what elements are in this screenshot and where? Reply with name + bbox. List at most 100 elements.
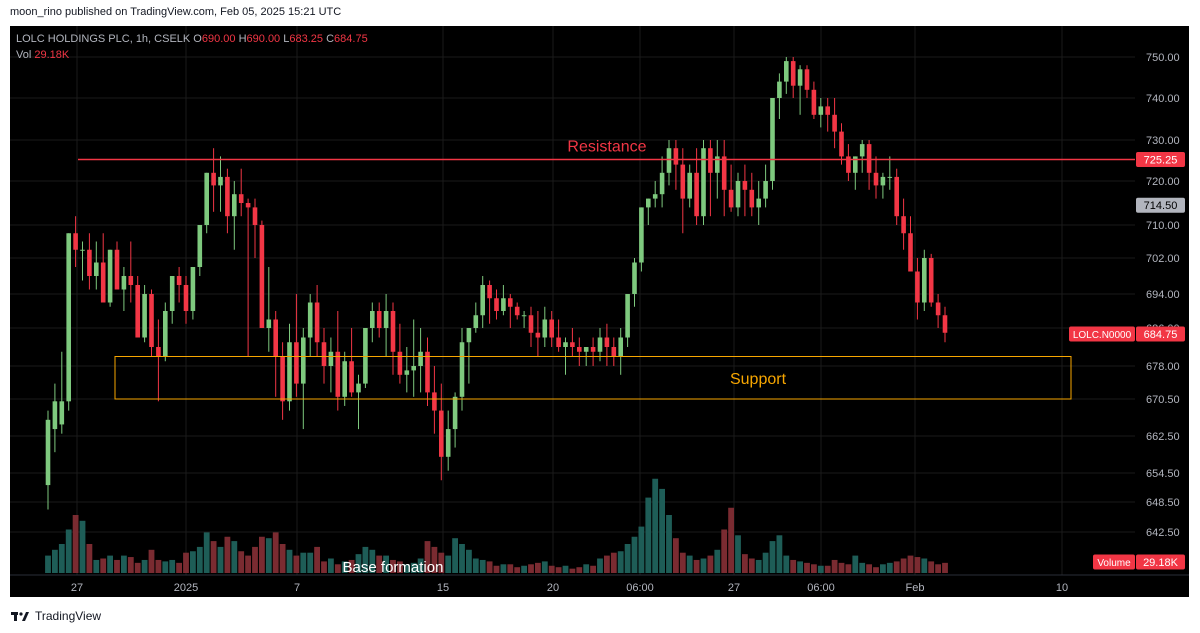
candle-body — [908, 233, 913, 272]
volume-bar — [259, 536, 265, 573]
candle-body — [335, 351, 341, 397]
volume-bar — [203, 532, 210, 573]
volume-bar — [293, 555, 300, 573]
volume-bar — [907, 555, 914, 573]
volume-badge-bg — [1136, 554, 1185, 570]
volume-bar — [334, 564, 341, 573]
candle-body — [135, 285, 140, 338]
candle-body — [473, 315, 479, 328]
candle-body — [94, 262, 99, 276]
volume-bar — [590, 565, 596, 573]
footer-brand[interactable]: TradingView — [10, 609, 101, 623]
volume-bar — [114, 559, 120, 573]
candle-body — [100, 262, 106, 303]
price-badge-bg — [1136, 326, 1185, 342]
candle-body — [659, 172, 665, 195]
candle-body — [128, 276, 134, 285]
volume-bar — [362, 546, 369, 573]
close-value: 684.75 — [334, 33, 368, 45]
volume-bar — [272, 532, 279, 573]
volume-bar — [300, 552, 307, 573]
support-zone — [114, 356, 1072, 400]
volume-bar — [321, 561, 327, 573]
volume-bar — [65, 529, 72, 573]
candle-body — [183, 285, 189, 311]
candle-body — [652, 194, 658, 199]
candle-body — [873, 172, 879, 186]
volume-bar — [942, 562, 948, 573]
volume-bar — [845, 564, 852, 573]
candle-body — [694, 172, 699, 217]
volume-bar — [72, 515, 79, 573]
candle-body — [73, 233, 78, 250]
candle-body — [818, 106, 824, 115]
candle-body — [301, 337, 306, 384]
candle-body — [245, 203, 251, 208]
volume-bar — [659, 488, 665, 573]
candle-body — [563, 342, 568, 347]
volume-bar — [817, 565, 824, 573]
volume-bar — [314, 546, 320, 573]
chart-frame[interactable]: Resistance Support Base formation 750.00 74… — [10, 26, 1189, 597]
chart-legend: LOLC HOLDINGS PLC, 1h, CSELK O690.00 H69… — [16, 33, 368, 45]
y-tick-label: 654.50 — [1146, 468, 1180, 480]
volume-bar — [921, 558, 928, 573]
candle-body — [156, 347, 161, 357]
candle-body — [784, 61, 789, 82]
volume-bar — [617, 551, 624, 573]
candle-body — [811, 89, 817, 115]
candle-body — [307, 302, 313, 338]
volume-bar — [728, 507, 734, 573]
volume-bar — [645, 497, 652, 573]
volume-bar — [141, 559, 148, 573]
candle-body — [342, 361, 347, 397]
candle-body — [777, 81, 782, 98]
candlestick-chart[interactable]: Resistance Support Base formation 750.00 74… — [10, 26, 1189, 597]
low-label: L — [283, 33, 290, 45]
candle-body — [204, 172, 209, 225]
open-label: O — [193, 33, 202, 45]
volume-bar — [569, 568, 576, 573]
candle-body — [797, 69, 803, 86]
candle-body — [735, 181, 741, 208]
volume-bar — [431, 546, 438, 573]
candle-body — [590, 347, 596, 352]
volume-bar — [790, 559, 797, 573]
candle-body — [397, 351, 403, 375]
candle-body — [52, 401, 58, 430]
candle-body — [577, 347, 582, 352]
x-tick-label: 06:00 — [807, 582, 835, 594]
candle-body — [163, 311, 168, 357]
volume-bar — [707, 555, 714, 573]
y-tick-label: 678.00 — [1146, 361, 1180, 373]
candle-body — [280, 356, 285, 402]
symbol-tag-label: LOLC.N0000 — [1073, 330, 1132, 341]
volume-bar — [811, 564, 817, 573]
candle-body — [169, 276, 175, 311]
volume-bar — [452, 538, 458, 573]
volume-bar — [328, 558, 334, 573]
candle-body — [922, 258, 927, 303]
high-label: H — [238, 33, 247, 45]
candle-body — [715, 156, 720, 173]
candle-body — [225, 176, 230, 217]
volume-bar — [597, 558, 603, 573]
volume-bar — [196, 546, 203, 573]
candle-body — [114, 249, 120, 290]
candle-body — [528, 315, 534, 333]
volume-bar — [79, 520, 86, 573]
volume-bar — [224, 536, 231, 573]
candle-body — [508, 298, 513, 307]
volume-bar — [514, 567, 521, 573]
volume-bar — [541, 561, 548, 573]
volume-bar — [624, 544, 631, 573]
candle-body — [121, 276, 127, 290]
volume-bar — [673, 538, 679, 573]
volume-bar — [804, 562, 810, 573]
volume-bar — [755, 559, 762, 573]
volume-bar — [93, 559, 100, 573]
volume-bar — [859, 562, 866, 573]
volume-bar — [210, 541, 217, 573]
candle-body — [80, 249, 85, 251]
volume-bar — [417, 558, 424, 573]
